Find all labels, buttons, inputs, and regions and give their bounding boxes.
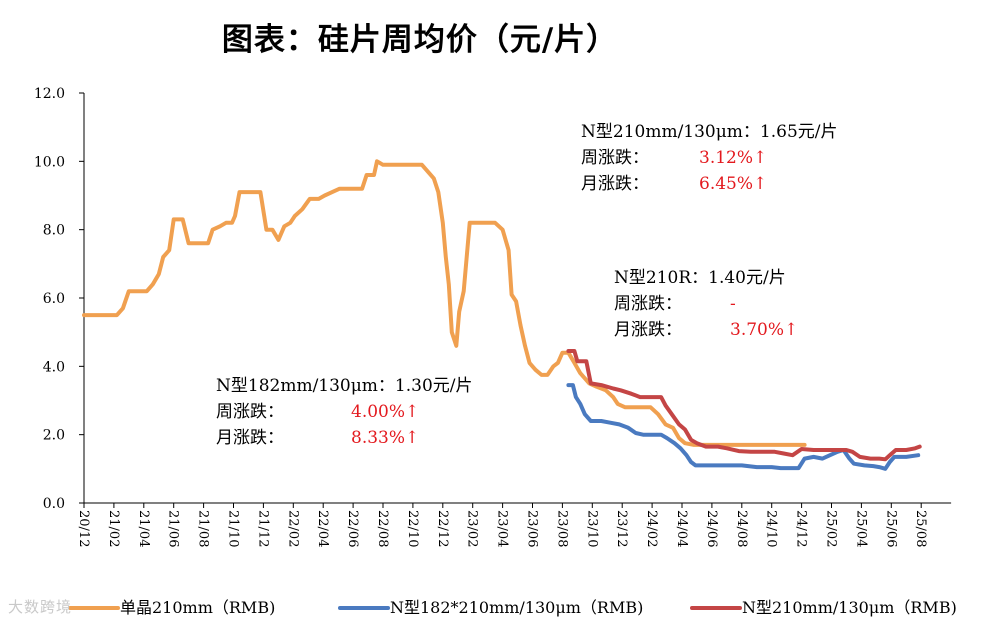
x-tick-label: 24/10	[764, 510, 779, 547]
month-change-label: 月涨跌：	[581, 174, 649, 194]
month-change-label: 月涨跌：	[614, 320, 682, 340]
y-tick-label: 4.0	[43, 359, 65, 375]
legend-label: N型210mm/130μm（RMB)	[742, 598, 957, 617]
x-tick-label: 24/06	[704, 510, 719, 547]
series-line-0	[82, 159, 807, 447]
annotation-n210: N型210mm/130μm：1.65元/片 周涨跌： 3.12%↑ 月涨跌： 6.4…	[581, 119, 838, 197]
x-tick-label: 23/06	[525, 510, 540, 547]
x-tick-label: 25/08	[913, 510, 928, 547]
annotation-heading: N型210mm/130μm：1.65元/片	[581, 122, 838, 142]
legend-swatch	[338, 606, 390, 610]
x-tick-label: 24/12	[794, 510, 809, 547]
x-tick-label: 25/06	[883, 510, 898, 547]
y-tick-label: 12.0	[34, 86, 65, 102]
y-tick-label: 6.0	[43, 291, 65, 307]
week-change-label: 周涨跌：	[581, 148, 649, 168]
annotation-n210r: N型210R：1.40元/片 周涨跌： - 月涨跌： 3.70%↑	[614, 265, 798, 343]
legend-label: N型182*210mm/130μm（RMB)	[390, 598, 644, 617]
chart-plot-area	[82, 159, 922, 471]
y-tick-label: 0.0	[43, 496, 65, 512]
x-tick-label: 21/04	[136, 510, 151, 547]
annotation-heading: N型182mm/130μm：1.30元/片	[216, 376, 473, 396]
legend-label: 单晶210mm（RMB)	[120, 598, 276, 617]
x-tick-label: 23/08	[554, 510, 569, 547]
y-tick-label: 8.0	[43, 223, 65, 239]
watermark-logo: 大数跨境	[8, 598, 73, 616]
annotation-heading: N型210R：1.40元/片	[614, 268, 786, 288]
month-change-value: 3.70%↑	[730, 320, 799, 340]
x-tick-label: 24/08	[734, 510, 749, 547]
week-change-value: 3.12%↑	[699, 148, 768, 168]
x-tick-label: 22/10	[405, 510, 420, 547]
month-change-value: 8.33%↑	[351, 428, 420, 448]
x-tick-label: 22/08	[375, 510, 390, 547]
legend-swatch	[690, 606, 742, 610]
month-change-value: 6.45%↑	[699, 174, 768, 194]
x-tick-label: 21/10	[226, 510, 241, 547]
x-tick-label: 22/12	[435, 510, 450, 547]
series-line-2	[566, 349, 922, 462]
x-tick-label: 22/02	[285, 510, 300, 547]
y-tick-label: 2.0	[43, 428, 65, 444]
x-tick-label: 22/04	[315, 510, 330, 547]
x-tick-label: 25/02	[824, 510, 839, 547]
month-change-label: 月涨跌：	[216, 428, 284, 448]
x-tick-label: 24/02	[644, 510, 659, 547]
x-tick-label: 20/12	[76, 510, 91, 547]
x-tick-label: 23/12	[614, 510, 629, 547]
chart-title: 图表：硅片周均价（元/片）	[221, 22, 619, 58]
x-tick-label: 21/08	[196, 510, 211, 547]
x-tick-label: 21/12	[255, 510, 270, 547]
week-change-value: -	[730, 294, 736, 314]
x-tick-label: 25/04	[853, 510, 868, 547]
x-tick-label: 23/10	[584, 510, 599, 547]
x-tick-label: 23/04	[495, 510, 510, 547]
week-change-value: 4.00%↑	[351, 402, 420, 422]
week-change-label: 周涨跌：	[216, 402, 284, 422]
annotation-n182: N型182mm/130μm：1.30元/片 周涨跌： 4.00%↑ 月涨跌： 8.3…	[216, 373, 473, 451]
x-tick-label: 24/04	[674, 510, 689, 547]
x-tick-label: 21/06	[166, 510, 181, 547]
chart-axes: 0.0 2.0 4.0 6.0 8.0 10.0 12.0 20/12 21/02 21/04 21…	[34, 86, 952, 547]
x-tick-label: 23/02	[465, 510, 480, 547]
y-tick-label: 10.0	[34, 154, 65, 170]
chart-legend: 单晶210mm（RMB) N型182*210mm/130μm（RMB) N型21…	[0, 594, 981, 622]
series-line-1	[566, 383, 921, 471]
x-tick-label: 22/06	[345, 510, 360, 547]
week-change-label: 周涨跌：	[614, 294, 682, 314]
x-tick-label: 21/02	[106, 510, 121, 547]
legend-swatch	[68, 606, 120, 610]
